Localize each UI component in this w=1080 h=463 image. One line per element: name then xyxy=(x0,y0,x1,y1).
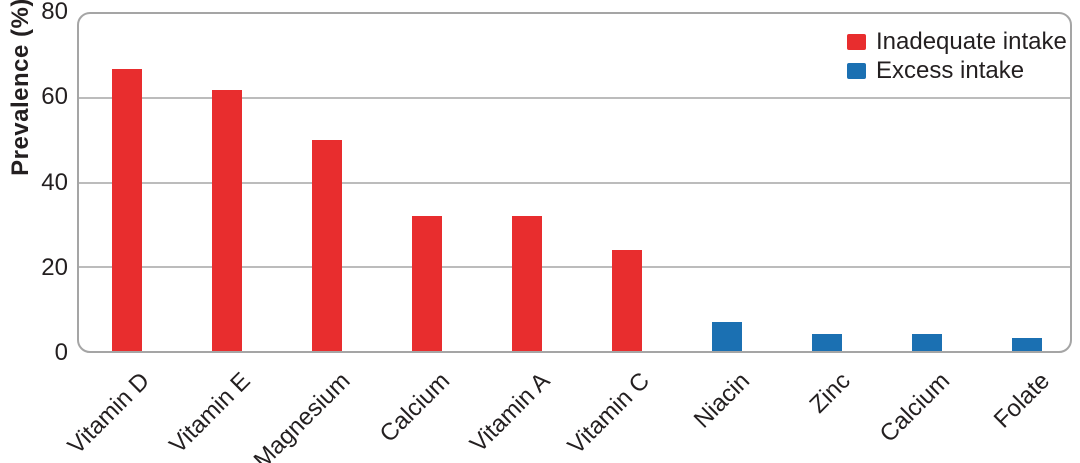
bar-niacin xyxy=(712,321,742,351)
y-tick-label-60: 60 xyxy=(41,83,68,111)
bar-vitamin-e xyxy=(212,89,242,351)
legend-swatch-excess-intake-icon xyxy=(847,62,866,79)
bar-calcium xyxy=(912,334,942,351)
x-tick-label-calcium-8: Calcium xyxy=(874,367,956,448)
bar-vitamin-c xyxy=(612,249,642,351)
gridline-60 xyxy=(79,97,1070,100)
legend-label: Inadequate intake xyxy=(876,27,1067,55)
x-tick-label-calcium-3: Calcium xyxy=(374,367,456,448)
x-tick-label-zinc-7: Zinc xyxy=(804,367,856,419)
legend-label: Excess intake xyxy=(876,56,1025,84)
gridline-40 xyxy=(79,181,1070,184)
bar-calcium xyxy=(412,216,442,351)
legend-item-inadequate-intake: Inadequate intake xyxy=(847,27,1067,56)
plot-area xyxy=(77,12,1072,353)
x-tick-label-niacin-6: Niacin xyxy=(689,367,756,434)
legend-swatch-inadequate-intake-icon xyxy=(847,33,866,50)
y-tick-label-20: 20 xyxy=(41,253,68,281)
legend-item-excess-intake: Excess intake xyxy=(847,56,1067,85)
bar-folate xyxy=(1012,338,1042,351)
y-tick-label-0: 0 xyxy=(54,339,68,366)
bar-magnesium xyxy=(312,140,342,351)
x-tick-label-vitamin-a-4: Vitamin A xyxy=(464,367,556,458)
x-tick-label-magnesium-2: Magnesium xyxy=(248,367,356,463)
bar-vitamin-a xyxy=(512,216,542,351)
x-tick-label-vitamin-d-0: Vitamin D xyxy=(63,367,156,460)
x-tick-label-folate-9: Folate xyxy=(989,367,1056,434)
bar-zinc xyxy=(812,334,842,351)
y-tick-label-40: 40 xyxy=(41,168,68,196)
x-tick-label-vitamin-e-1: Vitamin E xyxy=(163,367,256,459)
gridline-20 xyxy=(79,265,1070,268)
legend: Inadequate intake Excess intake xyxy=(847,27,1067,85)
bar-vitamin-d xyxy=(112,68,142,351)
x-tick-label-vitamin-c-5: Vitamin C xyxy=(563,367,656,460)
y-tick-label-80: 80 xyxy=(41,0,68,25)
